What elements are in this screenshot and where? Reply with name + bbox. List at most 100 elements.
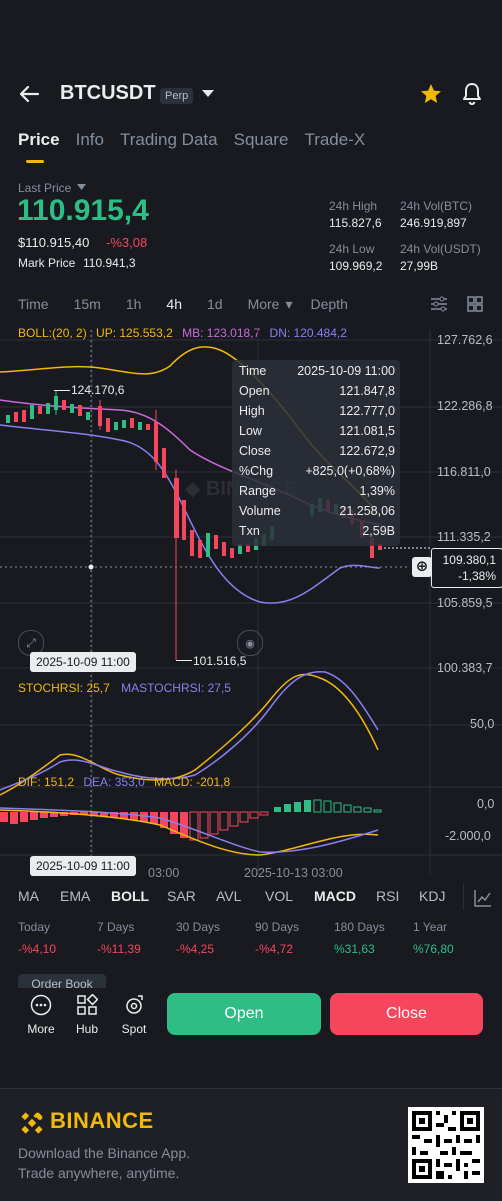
low-marker: 101.516,5 — [193, 654, 247, 668]
tt-value: 2,59B — [362, 524, 395, 538]
tf-depth[interactable]: Depth — [310, 296, 348, 312]
tf-1h[interactable]: 1h — [125, 296, 142, 312]
vol-btc-value: 246.919,897 — [400, 216, 467, 230]
ind-macd[interactable]: MACD — [314, 888, 356, 904]
tt-key: Open — [239, 384, 270, 398]
crosshair-date-tag: 2025-10-09 11:00 — [30, 652, 136, 672]
bell-icon[interactable] — [461, 81, 483, 107]
axis-main-4: 105.859,5 — [437, 596, 493, 610]
high-label: 24h High — [329, 199, 378, 213]
tt-value: 122.672,9 — [339, 444, 395, 458]
hub-icon — [77, 993, 99, 1015]
tf-time[interactable]: Time — [18, 296, 49, 312]
ind-sar[interactable]: SAR — [167, 888, 196, 904]
xaxis-label-a: 03:00 — [148, 866, 180, 880]
perf-value: -%4,72 — [255, 942, 294, 956]
tab-square[interactable]: Square — [233, 130, 289, 149]
ind-avl[interactable]: AVL — [216, 888, 242, 904]
chevron-down-icon[interactable] — [201, 89, 215, 99]
boll-legend: BOLL:(20, 2) UP: 125.553,2 MB: 123.018,7… — [18, 326, 347, 340]
price-change: -%3,08 — [106, 235, 148, 250]
low-label: 24h Low — [329, 242, 375, 256]
tt-key: High — [239, 404, 265, 418]
eye-icon[interactable]: ◉ — [237, 630, 263, 656]
add-alert-icon[interactable]: ⊕ — [412, 557, 432, 577]
tf-1d[interactable]: 1d — [206, 296, 223, 312]
caret-down-icon[interactable] — [77, 184, 86, 190]
high-value: 115.827,6 — [329, 216, 382, 230]
footer-line-2: Trade anywhere, anytime. — [18, 1165, 180, 1181]
boll-dn: DN: 120.484,2 — [269, 326, 347, 340]
footer-brand: BINANCE — [50, 1108, 154, 1133]
back-arrow-icon[interactable] — [18, 84, 40, 104]
chart-settings-icon[interactable] — [430, 296, 448, 312]
ind-rsi[interactable]: RSI — [376, 888, 400, 904]
stoch-axis: 50,0 — [470, 717, 495, 731]
tt-key: %Chg — [239, 464, 274, 478]
macd-histogram — [0, 799, 382, 841]
perf-value: -%4,10 — [18, 942, 57, 956]
tt-value: 21.258,06 — [339, 504, 395, 518]
low-value: 109.969,2 — [329, 259, 383, 273]
current-price-tag: 109.380,1 -1,38% — [431, 548, 502, 588]
stochrsi-legend: STOCHRSI: 25,7 MASTOCHRSI: 27,5 — [18, 681, 231, 695]
close-button[interactable]: Close — [330, 993, 483, 1035]
tab-price[interactable]: Price — [18, 130, 60, 170]
qr-code-icon[interactable] — [408, 1107, 484, 1183]
ind-ma[interactable]: MA — [18, 888, 39, 904]
boll-mb: MB: 123.018,7 — [182, 326, 261, 340]
indicator-settings-icon[interactable] — [474, 889, 492, 907]
more-label: More — [27, 1022, 55, 1036]
ind-ema[interactable]: EMA — [60, 888, 91, 904]
candlestick-chart[interactable] — [0, 330, 502, 890]
hub-action[interactable]: Hub — [70, 993, 104, 1036]
current-price-value: 109.380,1 — [442, 553, 496, 567]
timeframe-bar: Time 15m 1h 4h 1d More ▾ Depth — [18, 296, 373, 313]
axis-main-3: 111.335,2 — [437, 530, 491, 544]
crosshair-dot — [88, 564, 94, 570]
perf-value: -%11,39 — [97, 942, 141, 956]
open-button[interactable]: Open — [167, 993, 321, 1035]
axis-main-2: 116.811,0 — [437, 465, 491, 479]
perf-value: %76,80 — [413, 942, 454, 956]
more-dots-icon — [30, 994, 52, 1016]
symbol-title[interactable]: BTCUSDT — [60, 82, 156, 104]
dea-value: DEA: 353,0 — [83, 775, 145, 789]
tt-key: Volume — [239, 504, 281, 518]
tt-key: Txn — [239, 524, 260, 538]
axis-main-5: 100.383,7 — [437, 661, 493, 675]
perf-label: 1 Year — [413, 920, 448, 934]
xaxis-date-tag: 2025-10-09 11:00 — [30, 856, 136, 876]
perf-label: 7 Days — [97, 920, 135, 934]
perf-value: -%4,25 — [176, 942, 215, 956]
stochrsi-line — [0, 673, 379, 796]
tab-trade-x[interactable]: Trade-X — [304, 130, 366, 149]
tt-value: 121.081,5 — [339, 424, 395, 438]
tt-value: +825,0(+0,68%) — [305, 464, 395, 478]
tf-4h[interactable]: 4h — [166, 296, 182, 312]
perf-label: 180 Days — [334, 920, 385, 934]
tf-more-caret-icon[interactable]: ▾ — [285, 296, 293, 312]
dif-value: DIF: 151,2 — [18, 775, 75, 789]
last-price-label[interactable]: Last Price — [18, 181, 72, 195]
high-marker: 124.170,6 — [71, 383, 125, 397]
perf-label: Today — [18, 920, 51, 934]
low-marker-line — [176, 660, 192, 661]
ind-vol[interactable]: VOL — [265, 888, 294, 904]
tf-15m[interactable]: 15m — [73, 296, 101, 312]
star-icon[interactable] — [419, 82, 443, 106]
tt-value: 2025-10-09 11:00 — [297, 364, 395, 378]
macd-legend: DIF: 151,2 DEA: 353,0 MACD: -201,8 — [18, 775, 230, 789]
axis-main-1: 122.286,8 — [437, 399, 493, 413]
tf-more[interactable]: More — [247, 296, 280, 312]
ind-boll[interactable]: BOLL — [111, 888, 150, 904]
dea-line — [0, 807, 379, 853]
usd-price: $110.915,40 — [18, 235, 90, 250]
grid-layout-icon[interactable] — [467, 296, 483, 312]
more-action[interactable]: More — [24, 994, 58, 1036]
tab-trading-data[interactable]: Trading Data — [119, 130, 218, 149]
mastochrsi-value: MASTOCHRSI: 27,5 — [121, 681, 231, 695]
spot-action[interactable]: Spot — [117, 994, 151, 1036]
ind-kdj[interactable]: KDJ — [419, 888, 446, 904]
tab-info[interactable]: Info — [75, 130, 104, 149]
